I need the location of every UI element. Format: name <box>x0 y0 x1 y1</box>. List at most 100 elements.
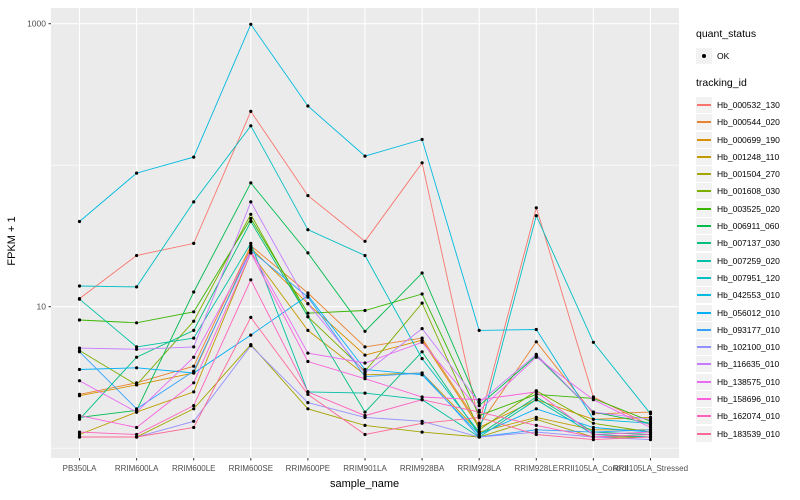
legend-item-tracking: Hb_006911_060 <box>696 217 800 235</box>
line-swatch-icon <box>697 276 711 279</box>
data-point <box>420 371 424 375</box>
data-point <box>648 421 653 425</box>
data-point <box>77 394 82 398</box>
x-tick-label: RRII105LA_Stressed <box>613 464 688 473</box>
data-point <box>420 398 424 402</box>
data-point <box>306 194 310 198</box>
legend: quant_status OK tracking_id Hb_000532_13… <box>696 28 800 442</box>
data-point <box>306 295 310 299</box>
data-point <box>249 109 253 113</box>
data-point <box>591 398 596 402</box>
data-point <box>591 435 596 439</box>
legend-item-label: Hb_183539_010 <box>717 428 780 439</box>
data-point <box>534 340 538 344</box>
data-point <box>306 407 310 411</box>
data-point <box>135 425 139 430</box>
data-point <box>135 171 139 175</box>
data-point <box>77 297 82 301</box>
x-tick-label: RRIM901LA <box>343 464 387 473</box>
legend-item-ok: OK <box>696 47 800 64</box>
legend-item-tracking: Hb_007951_120 <box>696 269 800 286</box>
line-swatch-icon <box>697 294 711 297</box>
data-point <box>135 321 139 325</box>
data-point <box>77 318 82 322</box>
legend-item-label: Hb_162074_010 <box>717 411 780 422</box>
legend-key-line <box>696 183 712 200</box>
data-point <box>420 292 424 296</box>
data-point <box>249 246 253 250</box>
legend-key-point <box>696 47 712 64</box>
legend-item-label: Hb_000544_020 <box>717 117 780 128</box>
data-point <box>306 315 310 319</box>
legend-item-label: Hb_003525_020 <box>717 203 780 214</box>
data-point <box>77 379 82 383</box>
legend-item-label: Hb_138575_010 <box>717 376 780 387</box>
data-point <box>534 327 538 332</box>
data-point <box>249 212 253 216</box>
line-swatch-icon <box>697 328 711 331</box>
data-point <box>135 366 139 370</box>
data-point <box>249 244 253 248</box>
line-swatch-icon <box>697 259 711 262</box>
line-swatch-icon <box>697 225 711 228</box>
line-swatch-icon <box>697 103 711 106</box>
legend-title-quant-status: quant_status <box>696 28 757 40</box>
legend-item-tracking: Hb_056012_010 <box>696 304 800 321</box>
legend-item-label: Hb_001504_270 <box>717 169 780 180</box>
legend-key-line <box>696 218 712 235</box>
x-tick-label: RRIM600LE <box>172 464 216 473</box>
line-swatch-icon <box>697 121 711 124</box>
x-tick-label: RRIM600LA <box>115 464 159 473</box>
data-point <box>249 200 253 204</box>
legend-key-line <box>696 287 712 304</box>
legend-item-tracking: Hb_007259_020 <box>696 252 800 269</box>
data-point <box>363 371 367 375</box>
data-point <box>135 355 139 359</box>
data-point <box>363 410 367 414</box>
legend-key-line <box>696 96 712 113</box>
data-point <box>77 417 82 421</box>
data-point <box>420 137 424 142</box>
data-point <box>477 428 481 432</box>
data-point <box>648 412 653 416</box>
legend-key-line <box>696 269 712 286</box>
data-point <box>363 239 367 243</box>
legend-key-line <box>696 166 712 183</box>
line-swatch-icon <box>697 311 711 314</box>
line-swatch-icon <box>697 173 711 176</box>
data-point <box>534 355 538 359</box>
legend-key-line <box>696 339 712 356</box>
data-point <box>363 361 367 365</box>
x-tick-label: RRIM600PE <box>286 464 330 473</box>
data-point <box>192 425 196 430</box>
data-point <box>420 301 424 305</box>
data-point <box>477 398 481 402</box>
data-point <box>420 357 424 361</box>
data-point <box>192 381 196 385</box>
data-point <box>192 404 196 408</box>
line-swatch-icon <box>697 363 711 366</box>
data-point <box>135 435 139 439</box>
data-point <box>363 432 367 437</box>
data-point <box>249 278 253 282</box>
data-point <box>192 155 196 159</box>
data-point <box>477 404 481 408</box>
data-point <box>591 410 596 414</box>
legend-item-label: Hb_000532_130 <box>717 99 780 110</box>
data-point <box>477 430 481 434</box>
data-point <box>135 253 139 258</box>
legend-item-label: Hb_007259_020 <box>717 255 780 266</box>
legend-item-tracking: Hb_001504_270 <box>696 165 800 183</box>
data-point <box>77 284 82 288</box>
data-point <box>591 421 596 425</box>
data-point <box>363 367 367 372</box>
data-point <box>477 401 481 405</box>
data-point <box>192 328 196 332</box>
x-tick-label: RRIM928LE <box>514 464 558 473</box>
data-point <box>534 395 538 399</box>
data-point <box>420 395 424 399</box>
legend-item-label: Hb_007951_120 <box>717 272 780 283</box>
legend-key-line <box>696 131 712 148</box>
